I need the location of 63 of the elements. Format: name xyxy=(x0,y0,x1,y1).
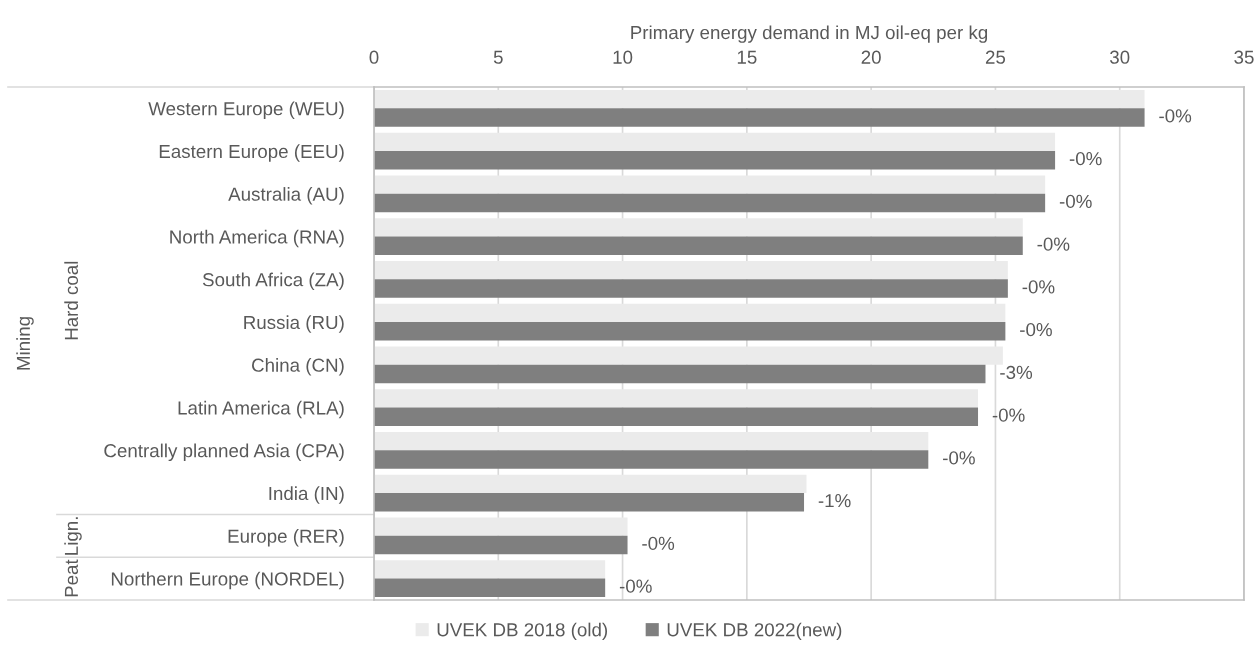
x-tick-label: 25 xyxy=(985,50,1006,64)
bar xyxy=(374,193,1046,213)
bar xyxy=(374,303,1006,323)
bar xyxy=(374,151,1056,170)
text: Mining xyxy=(16,317,34,370)
annotation: -0% xyxy=(1037,237,1070,251)
bar xyxy=(374,493,805,512)
y-tick-label: South Africa (ZA) xyxy=(202,272,344,291)
y-tick-label: Western Europe (WEU) xyxy=(148,101,344,120)
legend-label: UVEK DB 2022(new) xyxy=(667,622,842,641)
y-tick-label: Russia (RU) xyxy=(244,315,344,333)
text: Lign. xyxy=(64,517,82,555)
x-tick-label: 0 xyxy=(369,50,379,64)
x-tick-label: 5 xyxy=(493,50,503,64)
bar xyxy=(374,450,929,469)
y-tick-label: China (CN) xyxy=(252,358,344,376)
annotation: -0% xyxy=(1159,109,1192,123)
bar xyxy=(374,407,979,426)
y-tick-label: Centrally planned Asia (CPA) xyxy=(104,443,344,462)
bar xyxy=(374,279,1008,298)
bar xyxy=(374,432,929,451)
y-tick-label: Europe (RER) xyxy=(228,529,344,547)
y-tick-label: Australia (AU) xyxy=(228,187,344,205)
y-tick-label: Northern Europe (NORDEL) xyxy=(111,571,344,590)
bar xyxy=(374,218,1023,237)
legend-label: UVEK DB 2018 (old) xyxy=(437,622,608,641)
y-tick-label: India (IN) xyxy=(269,486,344,504)
bar xyxy=(374,261,1008,280)
y-tick-label: Eastern Europe (EEU) xyxy=(159,144,344,162)
y-tick-label: North America (RNA) xyxy=(170,229,344,248)
text: Hard coal xyxy=(64,261,79,340)
x-tick-label: 15 xyxy=(737,50,757,64)
bar xyxy=(374,535,628,555)
bar xyxy=(374,578,606,597)
x-tick-label: 20 xyxy=(861,50,881,64)
annotation: -0% xyxy=(642,536,675,551)
bar xyxy=(374,346,1003,365)
annotation: -0% xyxy=(1069,152,1102,166)
x-tick-label: 35 xyxy=(1234,50,1254,64)
bar xyxy=(374,474,807,494)
annotation: -0% xyxy=(1022,280,1055,294)
bar xyxy=(374,236,1023,255)
bar xyxy=(374,560,606,579)
annotation: -0% xyxy=(1020,323,1052,337)
bar xyxy=(374,175,1046,194)
text: Peat xyxy=(64,559,79,597)
annotation: -0% xyxy=(943,451,975,465)
x-tick-label: 30 xyxy=(1110,50,1130,64)
y-tick-label: Latin America (RLA) xyxy=(178,400,344,419)
bar xyxy=(374,364,986,384)
bar xyxy=(374,90,1145,109)
bar xyxy=(374,389,979,408)
annotation: -1% xyxy=(818,494,851,508)
x-tick-label: 10 xyxy=(613,50,633,64)
bar xyxy=(374,517,628,536)
annotation: -3% xyxy=(1000,365,1033,380)
bar xyxy=(374,322,1006,341)
x-axis-title: Primary energy demand in MJ oil-eq per kg xyxy=(631,25,988,43)
bar xyxy=(374,108,1145,127)
annotation: -0% xyxy=(992,408,1025,422)
annotation: -0% xyxy=(619,579,652,593)
annotation: -0% xyxy=(1059,194,1092,209)
bar xyxy=(374,132,1056,152)
